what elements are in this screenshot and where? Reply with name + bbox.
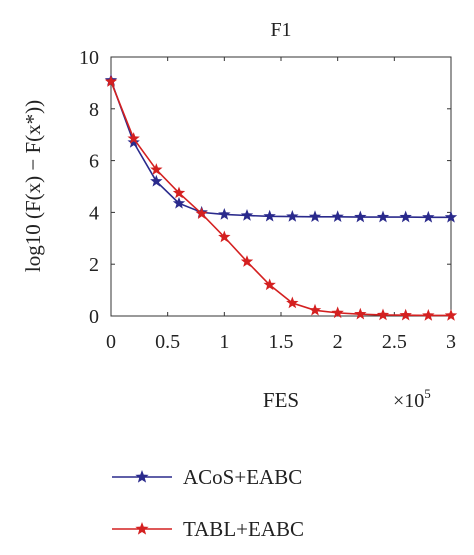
data-point-star bbox=[240, 255, 254, 267]
data-point-star bbox=[422, 308, 435, 321]
data-point-star bbox=[263, 278, 276, 291]
data-point-star bbox=[308, 303, 322, 316]
y-tick-label: 4 bbox=[89, 202, 99, 224]
data-point-star bbox=[263, 209, 276, 222]
legend-star-marker bbox=[135, 522, 149, 535]
y-tick-label: 6 bbox=[89, 151, 99, 173]
x-tick-label: 0 bbox=[106, 331, 116, 353]
y-tick-label: 2 bbox=[89, 254, 99, 276]
data-point-star bbox=[376, 210, 390, 223]
series-line-2 bbox=[110, 81, 451, 317]
data-point-star bbox=[331, 306, 344, 319]
data-point-star bbox=[444, 308, 458, 321]
data-point-star bbox=[422, 210, 435, 223]
data-point-star bbox=[172, 186, 186, 199]
data-point-star bbox=[195, 207, 208, 219]
x-tick-label: 2.5 bbox=[382, 331, 407, 353]
legend: ACoS+EABC TABL+EABC bbox=[112, 465, 304, 541]
legend-label: ACoS+EABC bbox=[183, 465, 302, 489]
y-tick-label: 10 bbox=[79, 47, 99, 69]
x-tick-label: 1.5 bbox=[269, 331, 294, 353]
data-point-star bbox=[354, 307, 367, 320]
data-point-star bbox=[150, 174, 163, 187]
x-tick-label: 3 bbox=[446, 331, 456, 353]
y-axis-label: log10 (F(x) − F(x*)) bbox=[21, 100, 45, 272]
x-tick-label: 2 bbox=[333, 331, 343, 353]
series-line-1 bbox=[110, 80, 451, 219]
y-tick-label: 8 bbox=[89, 99, 99, 121]
chart-title: F1 bbox=[270, 19, 291, 41]
data-point-star bbox=[399, 308, 412, 321]
data-point-star bbox=[127, 135, 140, 148]
axis-ticks: 0 0.5 1 1.5 2 2.5 3 0 2 4 6 8 10 bbox=[79, 47, 456, 353]
series-layer bbox=[104, 73, 458, 321]
y-tick-label: 0 bbox=[89, 306, 99, 328]
data-point-star bbox=[104, 75, 118, 87]
x-tick-label: 0.5 bbox=[155, 331, 180, 353]
legend-label: TABL+EABC bbox=[183, 517, 304, 541]
x-axis-multiplier: ×105 bbox=[393, 386, 431, 412]
data-point-star bbox=[308, 210, 322, 223]
x-axis-label: FES bbox=[263, 388, 299, 412]
data-point-star bbox=[354, 210, 367, 223]
data-point-star bbox=[286, 296, 299, 309]
data-point-star bbox=[218, 230, 231, 243]
data-point-star bbox=[376, 308, 390, 321]
data-point-star bbox=[172, 196, 186, 209]
data-point-star bbox=[399, 210, 412, 223]
data-point-star bbox=[331, 210, 344, 223]
data-point-star bbox=[150, 163, 163, 175]
data-point-star bbox=[286, 210, 299, 222]
x-multiplier-base: ×10 bbox=[393, 390, 424, 412]
data-point-star bbox=[444, 210, 458, 223]
data-point-star bbox=[240, 209, 254, 221]
x-multiplier-exponent: 5 bbox=[424, 386, 431, 401]
data-point-star bbox=[218, 207, 231, 220]
legend-star-marker bbox=[135, 470, 149, 483]
x-tick-label: 1 bbox=[219, 331, 229, 353]
data-point-star bbox=[127, 132, 140, 144]
